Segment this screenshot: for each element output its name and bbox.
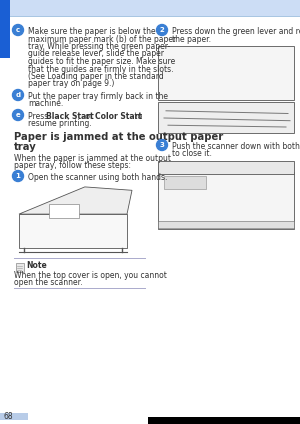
FancyBboxPatch shape xyxy=(158,161,294,173)
Text: When the paper is jammed at the output: When the paper is jammed at the output xyxy=(14,154,171,163)
Text: the paper.: the paper. xyxy=(172,34,211,44)
Text: When the top cover is open, you cannot: When the top cover is open, you cannot xyxy=(14,271,167,279)
Text: machine.: machine. xyxy=(28,100,63,109)
Circle shape xyxy=(13,109,23,120)
Text: Open the scanner using both hands.: Open the scanner using both hands. xyxy=(28,173,167,182)
Circle shape xyxy=(13,170,23,181)
Polygon shape xyxy=(19,187,132,214)
FancyBboxPatch shape xyxy=(0,0,10,424)
FancyBboxPatch shape xyxy=(158,102,294,133)
Text: 3: 3 xyxy=(160,142,164,148)
FancyBboxPatch shape xyxy=(16,262,24,271)
Text: paper tray on page 9.): paper tray on page 9.) xyxy=(28,80,114,89)
FancyBboxPatch shape xyxy=(148,417,300,424)
Text: d: d xyxy=(15,92,21,98)
Text: e: e xyxy=(16,112,20,118)
Text: 1: 1 xyxy=(16,173,20,179)
FancyBboxPatch shape xyxy=(50,204,79,218)
Text: 68: 68 xyxy=(4,412,14,421)
FancyBboxPatch shape xyxy=(158,171,294,229)
FancyBboxPatch shape xyxy=(19,214,127,248)
Text: Push the scanner down with both hands: Push the scanner down with both hands xyxy=(172,142,300,151)
Text: or: or xyxy=(83,112,96,121)
Circle shape xyxy=(13,25,23,36)
Text: guide release lever, slide the paper: guide release lever, slide the paper xyxy=(28,50,164,59)
Text: to: to xyxy=(132,112,142,121)
FancyBboxPatch shape xyxy=(158,220,294,228)
Text: Paper is jammed at the output paper: Paper is jammed at the output paper xyxy=(14,132,223,142)
Text: (See Loading paper in the standard: (See Loading paper in the standard xyxy=(28,72,164,81)
Text: Black Start: Black Start xyxy=(46,112,94,121)
FancyBboxPatch shape xyxy=(158,46,294,100)
Text: c: c xyxy=(16,27,20,33)
Circle shape xyxy=(13,89,23,100)
Text: Put the paper tray firmly back in the: Put the paper tray firmly back in the xyxy=(28,92,168,101)
FancyBboxPatch shape xyxy=(0,0,300,16)
Text: guides to fit the paper size. Make sure: guides to fit the paper size. Make sure xyxy=(28,57,175,66)
Text: 2: 2 xyxy=(160,27,164,33)
Circle shape xyxy=(157,25,167,36)
Text: Note: Note xyxy=(26,260,47,270)
Circle shape xyxy=(157,139,167,151)
FancyBboxPatch shape xyxy=(0,0,10,55)
Text: tray: tray xyxy=(14,142,37,152)
FancyBboxPatch shape xyxy=(0,0,10,424)
Text: maximum paper mark (b) of the paper: maximum paper mark (b) of the paper xyxy=(28,34,176,44)
Text: open the scanner.: open the scanner. xyxy=(14,278,82,287)
FancyBboxPatch shape xyxy=(0,413,28,420)
Text: Press: Press xyxy=(28,112,51,121)
Text: resume printing.: resume printing. xyxy=(28,120,92,128)
Text: tray. While pressing the green paper-: tray. While pressing the green paper- xyxy=(28,42,170,51)
Text: to close it.: to close it. xyxy=(172,150,212,159)
Text: Make sure the paper is below the: Make sure the paper is below the xyxy=(28,27,156,36)
FancyBboxPatch shape xyxy=(0,0,10,58)
Text: Color Start: Color Start xyxy=(95,112,142,121)
Text: Press down the green lever and remove: Press down the green lever and remove xyxy=(172,27,300,36)
FancyBboxPatch shape xyxy=(164,176,206,189)
Text: paper tray, follow these steps:: paper tray, follow these steps: xyxy=(14,162,131,170)
Text: that the guides are firmly in the slots.: that the guides are firmly in the slots. xyxy=(28,64,173,73)
